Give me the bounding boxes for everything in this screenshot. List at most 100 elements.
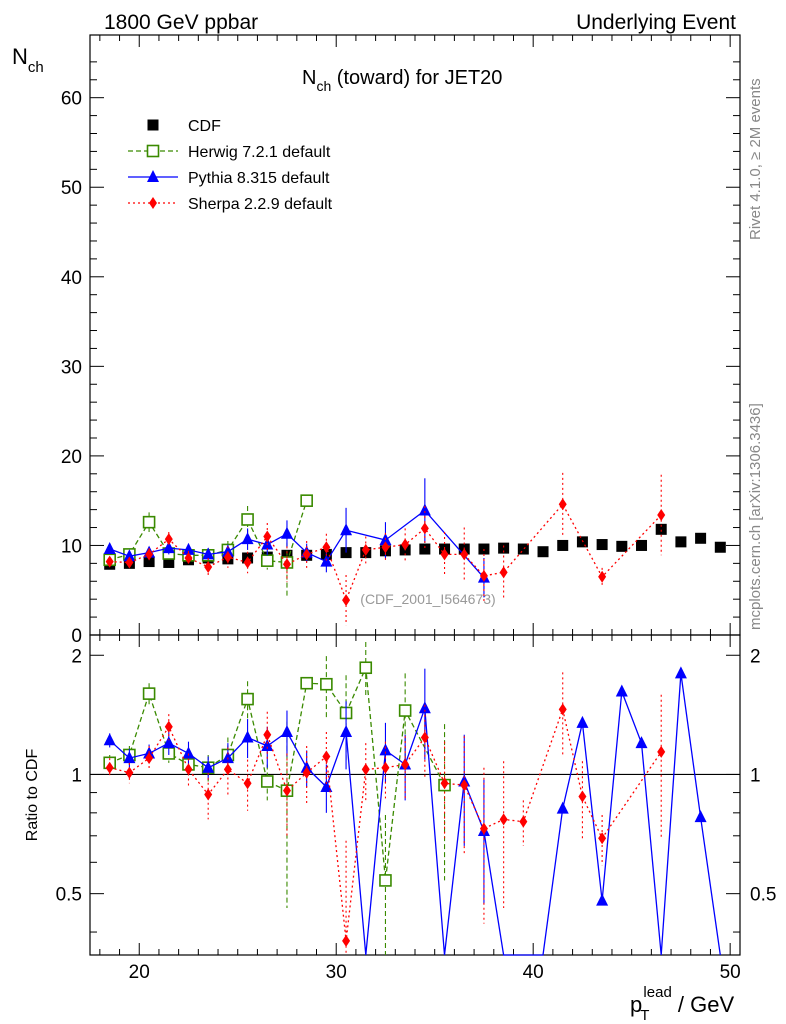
main-pythia-line — [109, 509, 485, 579]
x-axis-label: pTlead / GeV — [630, 984, 734, 1024]
main-cdf-point — [675, 536, 687, 548]
main-y-tick-label: 20 — [61, 447, 82, 468]
ratio-sherpa-point — [420, 731, 429, 744]
ratio-sherpa-point — [145, 752, 154, 765]
main-cdf-point — [557, 539, 569, 551]
ratio-sherpa-point — [598, 832, 607, 845]
ratio-pythia-point — [596, 893, 609, 906]
main-sherpa-point — [105, 555, 114, 568]
main-sherpa-point — [164, 533, 173, 546]
main-pythia-point — [221, 544, 234, 557]
ratio-herwig-point — [398, 704, 412, 717]
ratio-sherpa-point — [164, 720, 173, 733]
main-y-tick-label: 30 — [61, 357, 82, 378]
x-tick-label: 40 — [523, 962, 544, 983]
main-chart-title-main: N — [302, 67, 316, 89]
ratio-panel-frame — [89, 634, 741, 956]
main-y-axis-label-main: N — [12, 44, 28, 69]
ratio-series-pythia — [103, 666, 721, 956]
ratio-sherpa-point — [125, 766, 134, 779]
ratio-sherpa-point — [282, 784, 291, 797]
main-sherpa-point — [263, 530, 272, 543]
x-axis-label-sup: lead — [643, 984, 671, 1001]
main-y-tick-label: 0 — [71, 626, 82, 647]
ratio-sherpa-point — [558, 703, 567, 716]
rivet-version-label: Rivet 4.1.0, ≥ 2M events — [747, 78, 764, 240]
ratio-herwig-point — [300, 676, 313, 690]
legend-label-pythia: Pythia 8.315 default — [188, 170, 330, 187]
ratio-panel: 20 30 40 50 0.5 0.5 1 1 2 2 — [56, 634, 776, 983]
ratio-herwig-point — [379, 874, 392, 887]
main-herwig-point — [142, 515, 156, 529]
ratio-pythia-point — [162, 736, 175, 749]
main-sherpa-point — [420, 522, 429, 535]
ratio-pythia-point — [103, 733, 116, 746]
legend-marker-sherpa — [149, 197, 157, 209]
main-sherpa-point — [125, 556, 134, 569]
legend-label-sherpa: Sherpa 2.2.9 default — [188, 196, 333, 213]
main-cdf-point — [143, 556, 155, 568]
ratio-sherpa-point — [519, 815, 528, 828]
ratio-sherpa-point — [302, 766, 311, 779]
main-y-tick-label: 60 — [61, 89, 82, 110]
main-pythia-point — [123, 549, 136, 562]
x-tick-label: 50 — [720, 962, 741, 983]
main-sherpa-point — [342, 594, 351, 607]
main-chart-title: Nch (toward) for JET20 — [302, 67, 502, 94]
ratio-sherpa-point — [440, 777, 449, 790]
ratio-pythia-point — [674, 666, 687, 679]
ratio-herwig-point — [241, 692, 254, 706]
x-axis-label-sub: T — [640, 1007, 649, 1024]
ratio-sherpa-point — [401, 758, 410, 771]
ratio-pythia-point — [379, 743, 392, 756]
ratio-sherpa-point — [204, 788, 213, 801]
main-sherpa-point — [361, 543, 370, 556]
main-sherpa-point — [401, 538, 410, 551]
main-cdf-point — [517, 543, 529, 555]
main-cdf-point — [616, 540, 628, 552]
ratio-herwig-line — [109, 667, 446, 881]
main-series-herwig — [103, 494, 313, 599]
ratio-y-tick-label: 1 — [71, 765, 82, 786]
header-left-label: 1800 GeV ppbar — [104, 11, 258, 34]
ratio-sherpa-point — [105, 761, 114, 774]
ratio-y-tick-label-right: 0.5 — [750, 885, 776, 906]
main-sherpa-point — [145, 548, 154, 561]
main-y-tick-label: 50 — [61, 178, 82, 199]
ratio-pythia-point — [615, 684, 628, 697]
main-sherpa-point — [499, 566, 508, 579]
ratio-sherpa-point — [184, 763, 193, 776]
ratio-pythia-point — [635, 736, 648, 749]
ratio-herwig-point — [359, 661, 373, 675]
ratio-sherpa-point — [381, 761, 390, 774]
ratio-series-sherpa — [105, 672, 666, 955]
ratio-pythia-point — [694, 810, 707, 823]
ratio-pythia-point — [123, 751, 136, 764]
ratio-pythia-point — [556, 801, 569, 814]
main-sherpa-point — [302, 548, 311, 561]
main-sherpa-point — [598, 570, 607, 583]
x-axis-label-main: p — [630, 992, 642, 1017]
main-sherpa-point — [322, 541, 331, 554]
legend-item-herwig: Herwig 7.2.1 default — [128, 144, 331, 161]
analysis-watermark: (CDF_2001_I564673) — [360, 591, 495, 607]
ratio-sherpa-point — [263, 728, 272, 741]
main-pythia-point — [162, 541, 175, 554]
main-chart-title-rest: (toward) for JET20 — [331, 67, 502, 89]
main-sherpa-line — [109, 503, 662, 602]
ratio-sherpa-point — [578, 790, 587, 803]
ratio-pythia-point — [320, 779, 333, 792]
ratio-sherpa-point — [361, 763, 370, 776]
legend-marker-pythia — [147, 170, 159, 182]
main-chart-title-sub: ch — [316, 78, 331, 94]
main-sherpa-point — [204, 560, 213, 573]
main-sherpa-point — [282, 558, 291, 571]
main-cdf-point — [498, 542, 510, 554]
ratio-pythia-point — [221, 751, 234, 764]
main-pythia-point — [241, 532, 254, 545]
legend-marker-herwig — [146, 144, 160, 158]
main-sherpa-point — [243, 556, 252, 569]
main-series-sherpa — [105, 472, 666, 626]
legend-label-herwig: Herwig 7.2.1 default — [188, 144, 331, 161]
